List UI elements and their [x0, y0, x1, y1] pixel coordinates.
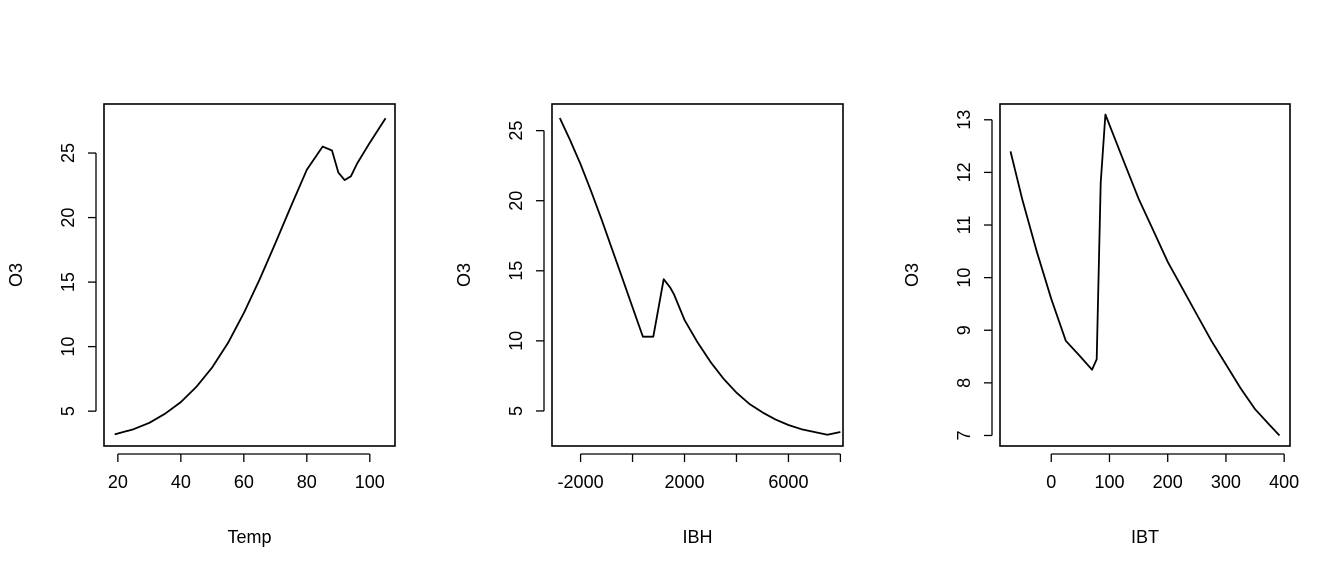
- y-axis-title: O3: [454, 263, 474, 287]
- y-tick-label: 25: [506, 121, 526, 141]
- y-axis-title: O3: [902, 263, 922, 287]
- plot-frame: [103, 103, 396, 447]
- y-tick-label: 13: [954, 110, 974, 130]
- x-tick-label: 80: [297, 472, 317, 492]
- x-tick-label: 100: [1094, 472, 1124, 492]
- series-line: [1009, 113, 1281, 437]
- panel-ibt: 0 100 200 300 400 7 8 9 10 11 12 13 IBT O3: [902, 103, 1299, 547]
- x-axis-title: IBH: [682, 527, 712, 547]
- y-tick-label: 20: [506, 191, 526, 211]
- x-tick-label: -2000: [558, 472, 604, 492]
- y-tick-label: 12: [954, 162, 974, 182]
- y-tick-label: 11: [954, 216, 974, 235]
- x-tick-label: 20: [108, 472, 128, 492]
- x-tick-label: 300: [1211, 472, 1241, 492]
- y-tick-label: 25: [58, 143, 78, 163]
- panel-ibh: -2000 2000 6000 5 10 15 20 25 IBH O3: [454, 103, 844, 547]
- y-tick-label: 9: [954, 325, 974, 335]
- x-tick-label: 400: [1269, 472, 1299, 492]
- x-tick-label: 100: [355, 472, 385, 492]
- y-tick-label: 10: [58, 337, 78, 357]
- x-tick-label: 40: [171, 472, 191, 492]
- series-line: [558, 117, 841, 436]
- y-axis-title: O3: [6, 263, 26, 287]
- y-tick-label: 7: [954, 430, 974, 440]
- x-axis-title: Temp: [227, 527, 271, 547]
- series-line: [114, 117, 387, 436]
- x-tick-label: 0: [1046, 472, 1056, 492]
- plot-frame: [999, 103, 1291, 447]
- y-tick-label: 10: [954, 268, 974, 288]
- y-tick-label: 10: [506, 331, 526, 351]
- y-tick-label: 8: [954, 378, 974, 388]
- panel-temp: 20 40 60 80 100 5 10 15 20 25 Temp O3: [6, 103, 396, 547]
- plot-frame: [551, 103, 844, 447]
- y-tick-label: 15: [58, 272, 78, 292]
- x-axis-title: IBT: [1131, 527, 1159, 547]
- x-tick-label: 2000: [664, 472, 704, 492]
- y-tick-label: 5: [58, 406, 78, 416]
- x-tick-label: 60: [234, 472, 254, 492]
- x-tick-label: 6000: [768, 472, 808, 492]
- y-tick-label: 5: [506, 406, 526, 416]
- y-tick-label: 20: [58, 208, 78, 228]
- x-tick-label: 200: [1153, 472, 1183, 492]
- y-tick-label: 15: [506, 261, 526, 281]
